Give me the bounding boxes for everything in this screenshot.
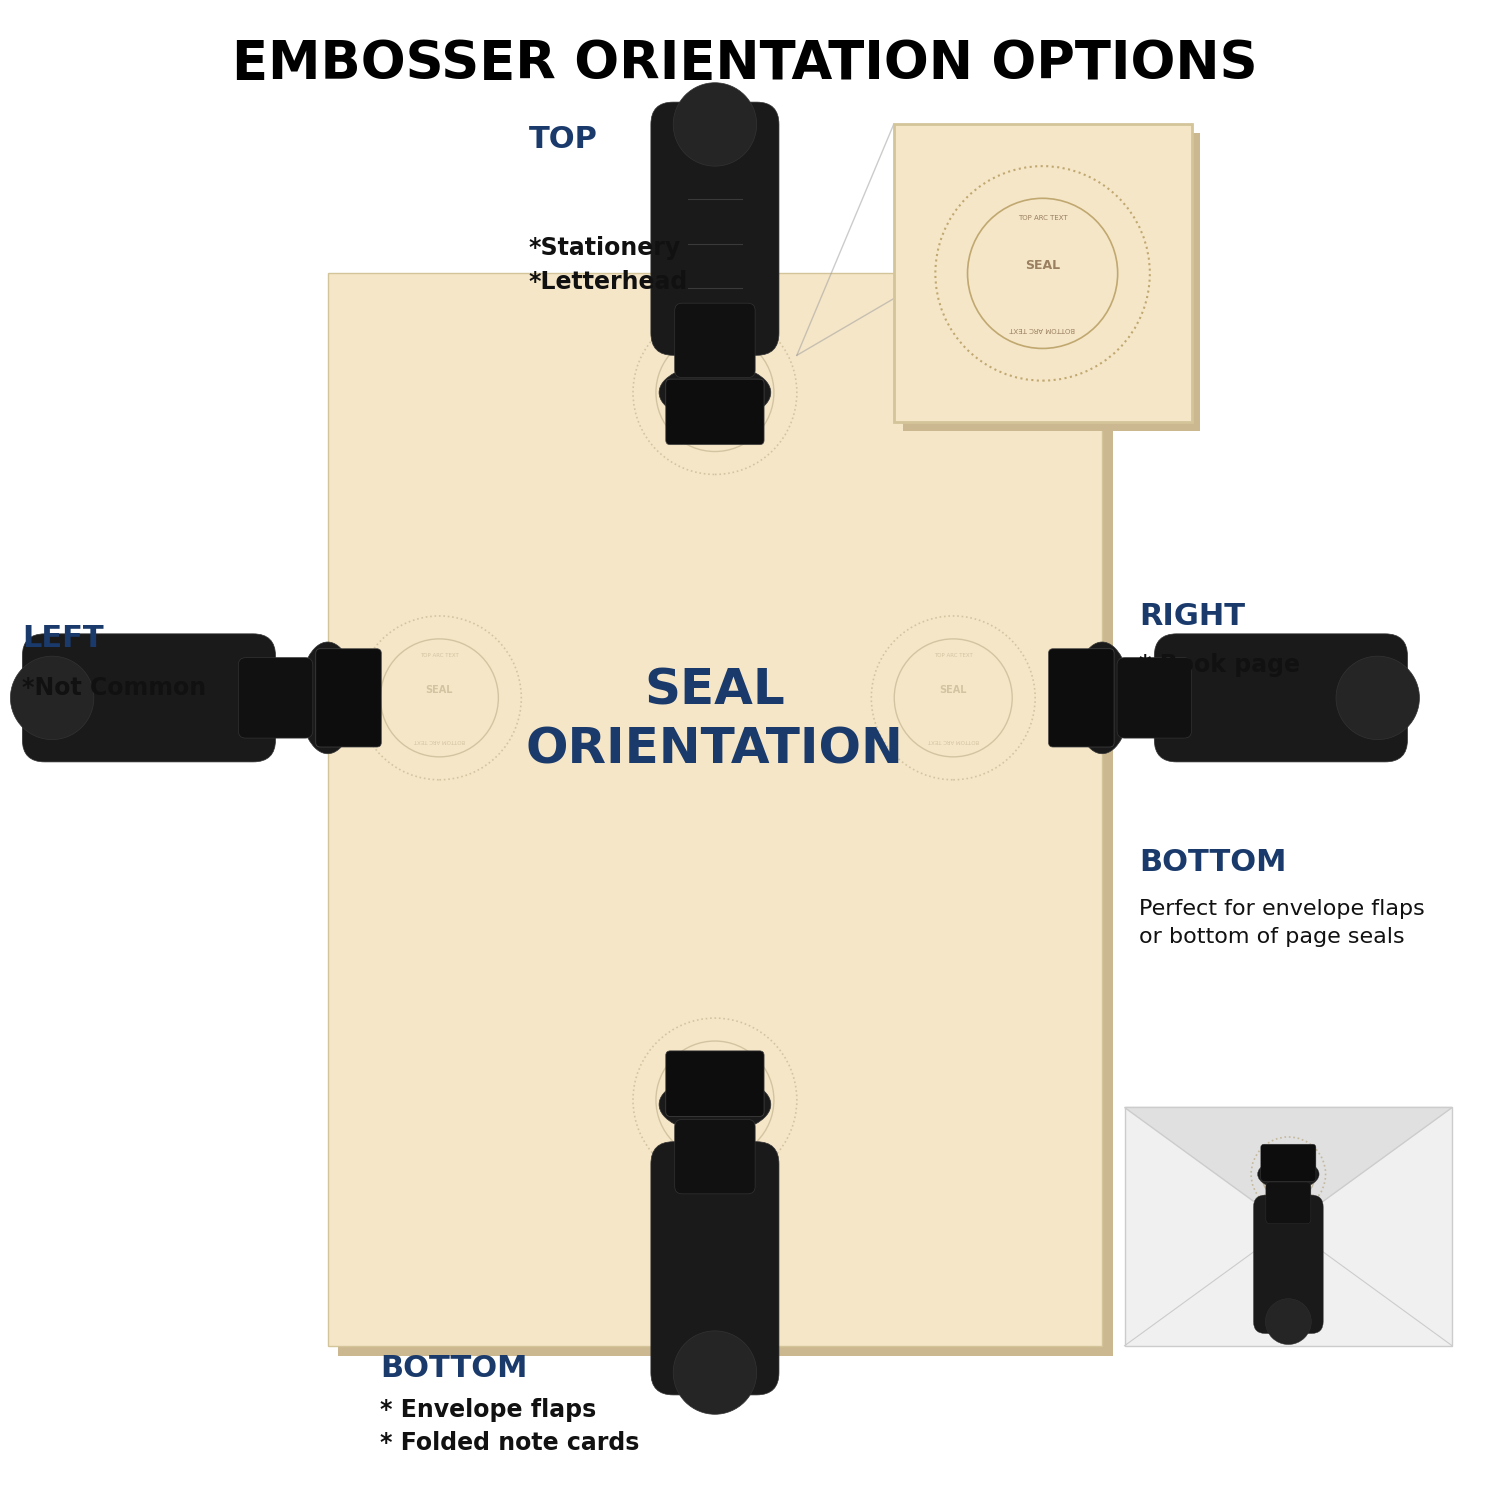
FancyBboxPatch shape [1125, 1107, 1452, 1346]
Circle shape [674, 82, 756, 166]
Text: EMBOSSER ORIENTATION OPTIONS: EMBOSSER ORIENTATION OPTIONS [232, 38, 1257, 90]
FancyBboxPatch shape [651, 102, 778, 356]
Circle shape [1336, 656, 1419, 740]
FancyBboxPatch shape [1262, 1144, 1316, 1182]
FancyBboxPatch shape [675, 1119, 754, 1194]
Text: * Envelope flaps
* Folded note cards: * Envelope flaps * Folded note cards [380, 1398, 639, 1455]
Text: SEAL: SEAL [700, 380, 729, 390]
FancyBboxPatch shape [651, 1142, 778, 1395]
Ellipse shape [300, 642, 355, 753]
Text: * Book page: * Book page [1140, 652, 1300, 676]
FancyBboxPatch shape [338, 284, 1113, 1356]
FancyBboxPatch shape [903, 134, 1200, 432]
Text: TOP ARC TEXT: TOP ARC TEXT [420, 652, 459, 658]
FancyBboxPatch shape [316, 648, 381, 747]
Circle shape [1266, 1299, 1311, 1344]
Text: RIGHT: RIGHT [1140, 602, 1245, 632]
FancyBboxPatch shape [666, 380, 764, 444]
Text: TOP ARC TEXT: TOP ARC TEXT [696, 348, 735, 352]
Ellipse shape [1074, 642, 1131, 753]
Text: BOTTOM: BOTTOM [1140, 847, 1287, 876]
Text: BOTTOM: BOTTOM [380, 1354, 528, 1383]
Text: SEAL: SEAL [1024, 260, 1060, 273]
Text: BOTTOM ARC TEXT: BOTTOM ARC TEXT [690, 432, 741, 438]
FancyBboxPatch shape [327, 273, 1102, 1346]
Text: TOP ARC TEXT: TOP ARC TEXT [696, 1054, 735, 1060]
Text: SEAL: SEAL [939, 686, 968, 696]
FancyBboxPatch shape [1254, 1196, 1323, 1334]
Ellipse shape [1257, 1158, 1318, 1190]
Circle shape [674, 1330, 756, 1414]
Polygon shape [1125, 1107, 1452, 1227]
FancyBboxPatch shape [675, 303, 754, 378]
Text: *Stationery
*Letterhead: *Stationery *Letterhead [528, 236, 688, 294]
FancyBboxPatch shape [1048, 648, 1114, 747]
FancyBboxPatch shape [894, 124, 1191, 423]
Text: BOTTOM ARC TEXT: BOTTOM ARC TEXT [414, 738, 465, 742]
Text: BOTTOM ARC TEXT: BOTTOM ARC TEXT [1263, 1191, 1314, 1196]
Circle shape [10, 656, 94, 740]
Text: TOP ARC TEXT: TOP ARC TEXT [934, 652, 972, 658]
Text: LEFT: LEFT [22, 624, 104, 652]
Text: Perfect for envelope flaps
or bottom of page seals: Perfect for envelope flaps or bottom of … [1140, 898, 1425, 946]
Text: TOP: TOP [528, 124, 597, 154]
Text: SEAL
ORIENTATION: SEAL ORIENTATION [526, 666, 904, 774]
Text: TOP ARC TEXT: TOP ARC TEXT [1019, 214, 1068, 220]
Text: SEAL: SEAL [1275, 1161, 1302, 1172]
Ellipse shape [658, 364, 771, 422]
FancyBboxPatch shape [1266, 1182, 1311, 1224]
Text: *Not Common: *Not Common [22, 675, 207, 699]
Ellipse shape [658, 1076, 771, 1132]
FancyBboxPatch shape [1155, 634, 1407, 762]
FancyBboxPatch shape [1118, 657, 1191, 738]
Text: BOTTOM ARC TEXT: BOTTOM ARC TEXT [927, 738, 978, 742]
Text: BOTTOM ARC TEXT: BOTTOM ARC TEXT [690, 1140, 741, 1144]
Text: SEAL: SEAL [426, 686, 453, 696]
FancyBboxPatch shape [238, 657, 314, 738]
FancyBboxPatch shape [22, 634, 276, 762]
Text: BOTTOM ARC TEXT: BOTTOM ARC TEXT [1010, 326, 1076, 332]
Text: TOP ARC TEXT: TOP ARC TEXT [1269, 1152, 1308, 1158]
Text: SEAL: SEAL [700, 1088, 729, 1098]
FancyBboxPatch shape [666, 1052, 764, 1116]
